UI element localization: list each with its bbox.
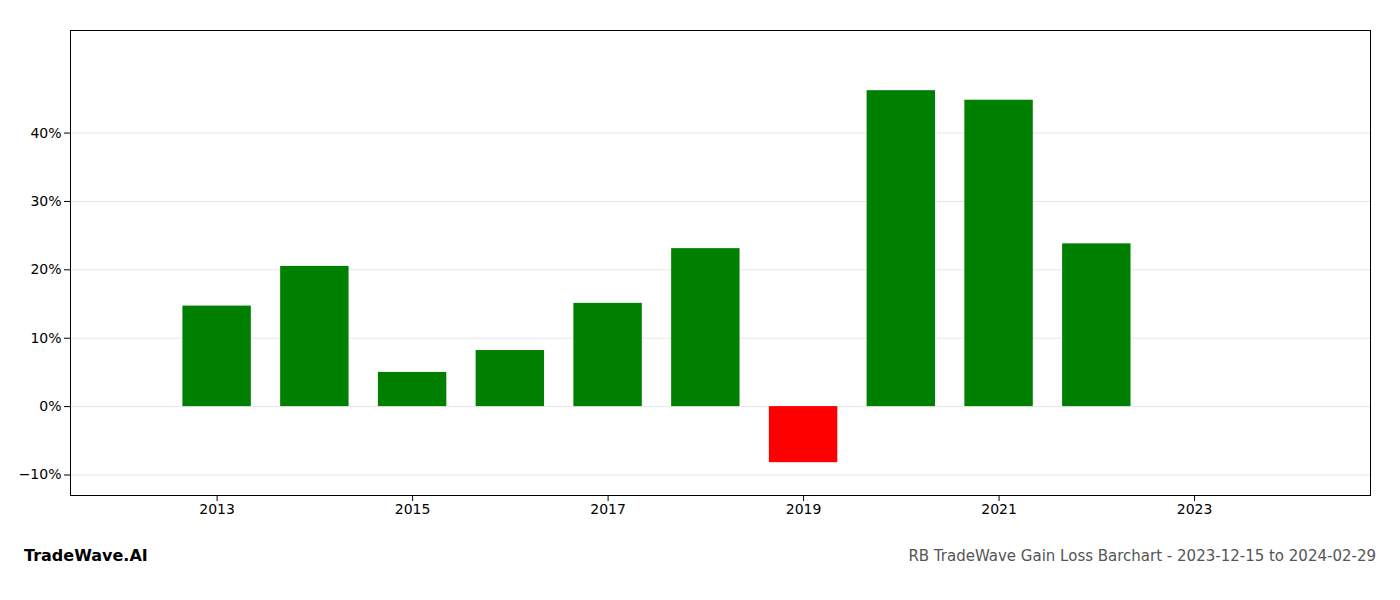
html-text:RB TradeWave Gain Loss Barchar: RB TradeWave Gain Loss Barchart - 2023-1… [908,547,1376,565]
svg-text:2013: 2013 [199,501,235,517]
svg-text:2021: 2021 [981,501,1017,517]
svg-text:30%: 30% [30,193,61,209]
svg-text:20%: 20% [30,261,61,277]
svg-text:2015: 2015 [395,501,431,517]
svg-text:2019: 2019 [786,501,822,517]
svg-text:−10%: −10% [19,466,62,482]
svg-text:2023: 2023 [1177,501,1213,517]
svg-text:0%: 0% [39,398,61,414]
svg-text:2017: 2017 [590,501,626,517]
svg-text:40%: 40% [30,125,61,141]
html-text:TradeWave.AI: TradeWave.AI [24,546,148,565]
svg-text:10%: 10% [30,330,61,346]
